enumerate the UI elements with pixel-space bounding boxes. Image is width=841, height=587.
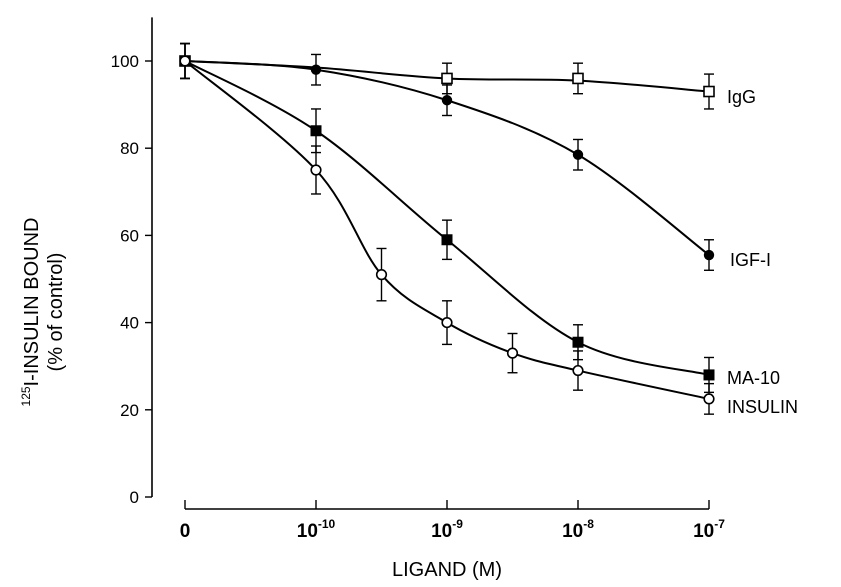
- data-point-igg: [441, 72, 453, 85]
- data-point-insulin: [506, 347, 519, 359]
- legend-label-igf-i: IGF-I: [730, 250, 771, 270]
- data-point-insulin: [179, 55, 191, 67]
- data-point-ma-10: [703, 369, 715, 381]
- data-point-ma-10: [441, 234, 453, 246]
- x-tick-label: 10-10: [297, 517, 336, 542]
- x-tick-label: 0: [180, 521, 191, 542]
- y-tick-label: 0: [130, 488, 139, 507]
- data-point-ma-10: [310, 125, 322, 137]
- legend-label-ma-10: MA-10: [727, 368, 780, 388]
- legend-label-igg: IgG: [727, 87, 756, 107]
- y-axis-title-main: I-INSULIN BOUND: [21, 218, 43, 387]
- y-axis-subtitle: (% of control): [45, 253, 67, 372]
- legend: IgG IGF-I MA-10 INSULIN: [727, 87, 798, 417]
- data-point-igg: [703, 85, 715, 98]
- data-point-insulin: [703, 393, 715, 405]
- y-axis-title: 125I-INSULIN BOUND: [19, 218, 43, 407]
- axes: 0 20 40 60 80 100 0 10-10 10-9 10-8 10-7: [111, 17, 725, 542]
- x-tick-label: 10-9: [431, 517, 463, 542]
- data-point-insulin: [572, 364, 584, 377]
- series-markers: [179, 42, 715, 415]
- data-point-igg: [572, 72, 584, 85]
- y-tick-label: 60: [120, 226, 139, 245]
- data-point-insulin: [375, 269, 388, 281]
- x-axis-title: LIGAND (M): [392, 559, 502, 581]
- data-point-ma-10: [572, 336, 584, 348]
- data-point-igf-i: [310, 64, 322, 75]
- legend-label-insulin: INSULIN: [727, 397, 798, 417]
- data-point-insulin: [441, 317, 453, 329]
- y-tick-label: 100: [111, 52, 139, 71]
- y-axis-title-sup: 125: [19, 386, 33, 406]
- data-point-igf-i: [572, 149, 584, 160]
- y-tick-label: 40: [120, 314, 139, 333]
- y-tick-label: 20: [120, 401, 139, 420]
- x-tick-label: 10-8: [562, 517, 594, 542]
- data-point-insulin: [310, 164, 322, 176]
- data-point-igf-i: [441, 95, 453, 106]
- x-tick-label: 10-7: [693, 517, 725, 542]
- data-point-igf-i: [703, 249, 715, 261]
- y-tick-label: 80: [120, 139, 139, 158]
